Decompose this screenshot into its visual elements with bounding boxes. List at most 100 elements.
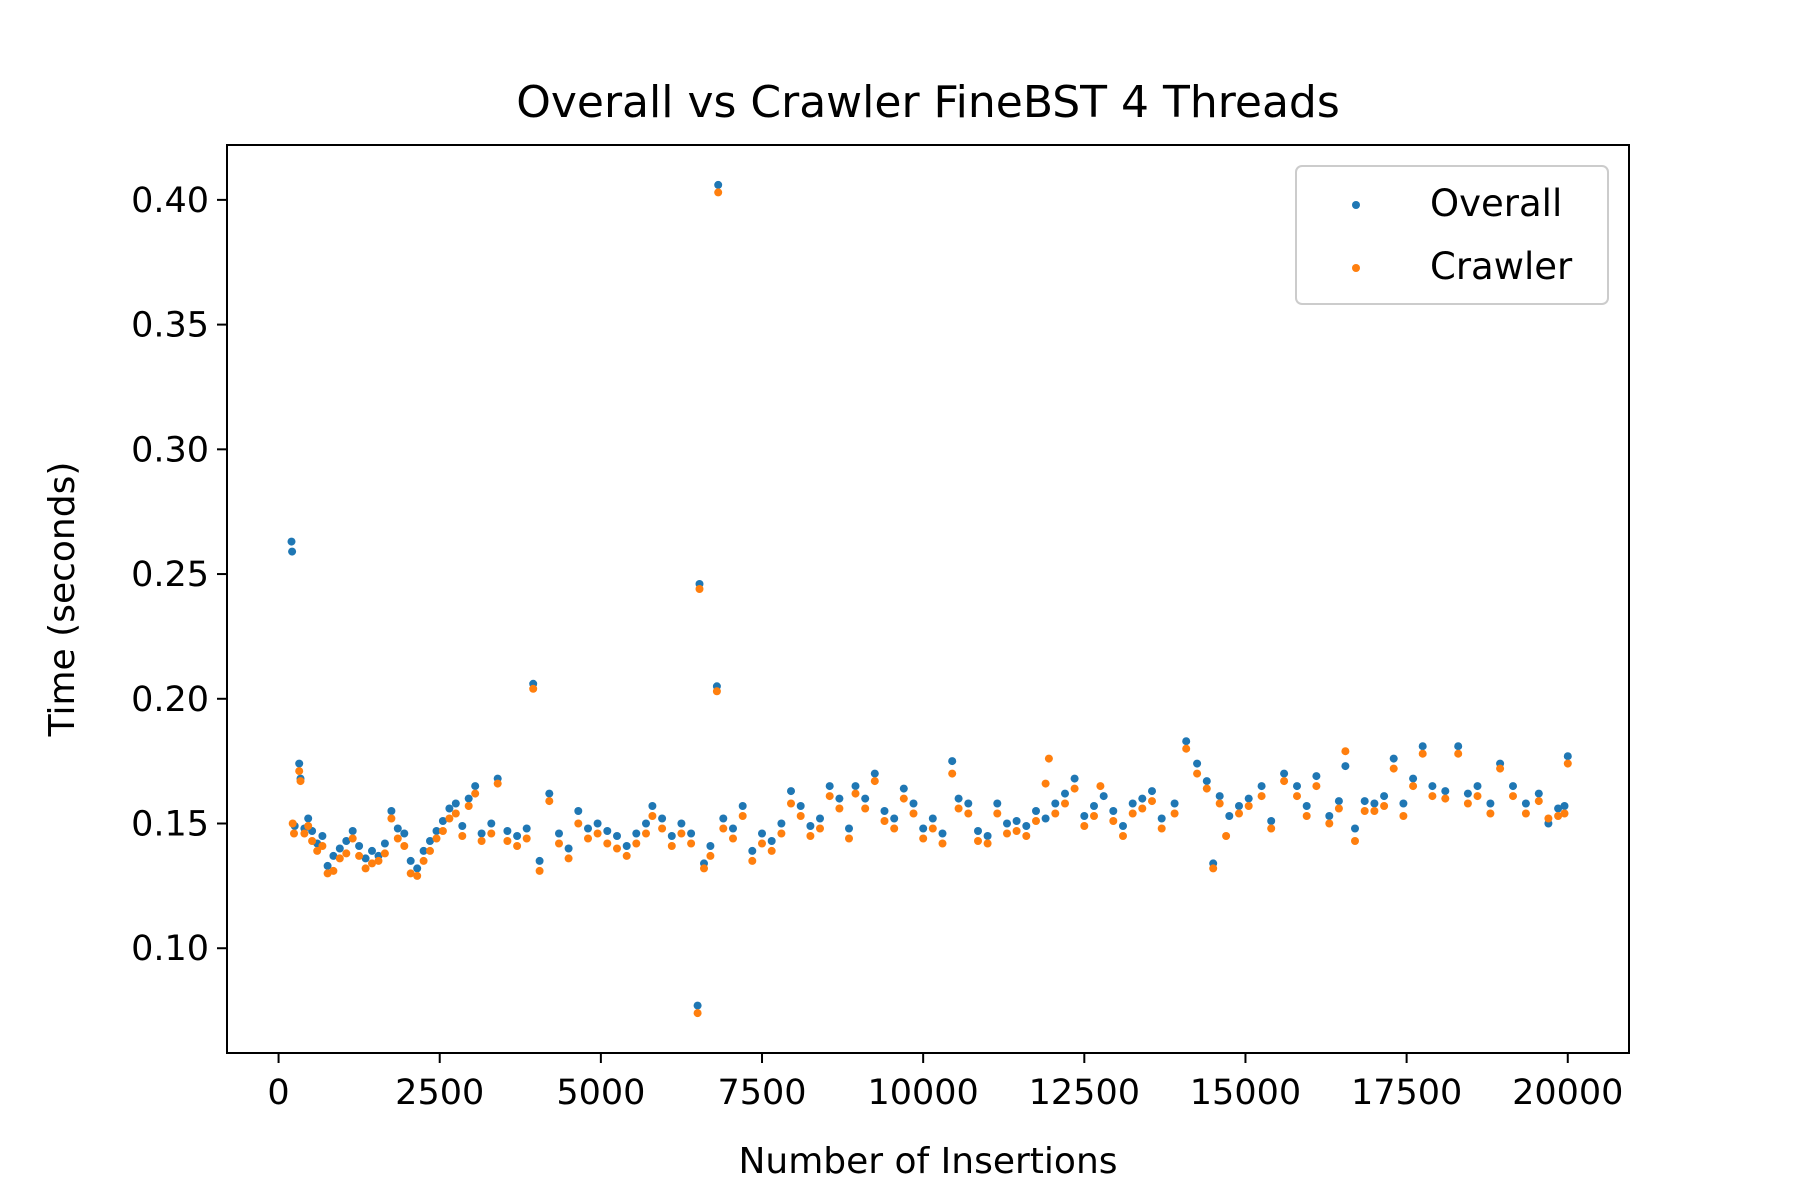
- data-point-crawler: [1022, 832, 1031, 840]
- data-point-overall: [1182, 737, 1191, 746]
- data-point-crawler: [318, 842, 327, 850]
- data-point-overall: [584, 824, 592, 833]
- data-point-overall: [1409, 774, 1418, 783]
- x-axis-label: Number of Insertions: [738, 1141, 1117, 1182]
- data-point-crawler: [361, 864, 370, 873]
- data-point-overall: [1061, 789, 1069, 798]
- data-point-overall: [1138, 794, 1147, 803]
- data-point-overall: [954, 794, 963, 803]
- data-point-overall: [1235, 802, 1243, 810]
- data-point-crawler: [584, 834, 592, 843]
- data-point-crawler: [870, 777, 879, 786]
- data-point-overall: [938, 829, 947, 838]
- data-point-crawler: [787, 799, 795, 808]
- data-point-crawler: [687, 839, 696, 848]
- legend-label-crawler: Crawler: [1430, 245, 1573, 288]
- data-point-overall: [714, 180, 723, 189]
- data-point-crawler: [767, 846, 776, 855]
- data-point-overall: [1032, 807, 1040, 815]
- data-point-crawler: [909, 809, 918, 818]
- data-point-overall: [667, 832, 676, 840]
- data-point-crawler: [564, 854, 573, 863]
- data-point-crawler: [374, 856, 383, 865]
- data-point-overall: [477, 829, 486, 838]
- data-point-overall: [471, 782, 480, 791]
- data-point-crawler: [419, 856, 428, 865]
- data-point-crawler: [632, 839, 641, 848]
- data-point-overall: [806, 822, 815, 830]
- data-point-crawler: [393, 834, 402, 843]
- data-point-overall: [380, 839, 389, 848]
- data-point-crawler: [400, 842, 409, 850]
- data-point-overall: [1560, 802, 1569, 810]
- data-point-overall: [1244, 794, 1253, 803]
- data-point-overall: [387, 807, 396, 815]
- data-point-crawler: [695, 585, 704, 593]
- data-point-overall: [503, 827, 512, 835]
- data-point-overall: [899, 784, 908, 793]
- data-point-overall: [393, 824, 402, 833]
- data-point-overall: [451, 799, 460, 808]
- data-point-overall: [642, 819, 650, 828]
- data-point-overall: [748, 846, 757, 855]
- x-tick-label: 15000: [1190, 1073, 1301, 1113]
- x-axis: 0 2500 5000 7500 10000 12500 15000 17500 20000: [267, 1053, 1623, 1113]
- data-point-crawler: [1202, 784, 1211, 793]
- data-point-crawler: [954, 804, 963, 813]
- data-point-overall: [323, 861, 332, 870]
- data-point-overall: [329, 851, 338, 860]
- data-point-crawler: [1509, 792, 1517, 801]
- data-point-crawler: [313, 846, 322, 855]
- data-point-crawler: [513, 842, 522, 850]
- data-point-overall: [1428, 782, 1437, 791]
- y-tick-label: 0.20: [131, 680, 209, 720]
- data-point-crawler: [1003, 829, 1011, 838]
- data-point-overall: [1099, 792, 1108, 801]
- data-point-crawler: [1399, 812, 1408, 820]
- data-point-overall: [513, 832, 522, 840]
- data-point-overall: [1119, 822, 1127, 830]
- data-point-overall: [522, 824, 531, 833]
- data-point-crawler: [714, 188, 723, 197]
- data-point-crawler: [613, 844, 621, 853]
- data-point-crawler: [1070, 784, 1079, 793]
- data-point-crawler: [700, 864, 708, 873]
- data-point-crawler: [738, 812, 747, 820]
- data-point-crawler: [290, 829, 298, 838]
- data-point-crawler: [642, 829, 650, 838]
- data-point-overall: [1454, 742, 1463, 751]
- data-point-overall: [1293, 782, 1301, 791]
- data-point-crawler: [983, 839, 992, 848]
- data-point-overall: [1012, 817, 1021, 825]
- data-point-crawler: [835, 804, 844, 813]
- data-point-crawler: [1534, 797, 1543, 806]
- data-point-overall: [613, 832, 621, 840]
- legend-marker-crawler: [1352, 264, 1360, 272]
- data-point-overall: [1418, 742, 1427, 751]
- data-point-overall: [1109, 807, 1118, 815]
- data-point-overall: [318, 832, 327, 840]
- x-tick-label: 2500: [395, 1073, 484, 1113]
- data-point-crawler: [1454, 749, 1463, 758]
- data-point-crawler: [413, 871, 422, 880]
- data-point-crawler: [1441, 794, 1450, 803]
- data-point-crawler: [348, 834, 357, 843]
- data-point-overall: [1563, 752, 1572, 761]
- data-point-crawler: [851, 789, 860, 798]
- data-point-crawler: [719, 824, 728, 833]
- data-point-overall: [1157, 814, 1166, 823]
- data-point-crawler: [1325, 819, 1334, 828]
- x-tick-label: 10000: [867, 1073, 978, 1113]
- legend-frame: [1295, 165, 1609, 305]
- data-point-overall: [948, 757, 957, 766]
- data-point-crawler: [1428, 792, 1437, 801]
- data-point-crawler: [1170, 809, 1179, 818]
- data-point-crawler: [545, 797, 554, 806]
- data-point-crawler: [426, 846, 434, 855]
- data-point-crawler: [574, 819, 583, 828]
- data-point-overall: [1302, 802, 1311, 810]
- data-point-overall: [1148, 787, 1156, 796]
- data-point-crawler: [1119, 832, 1127, 840]
- data-point-overall: [1554, 804, 1563, 813]
